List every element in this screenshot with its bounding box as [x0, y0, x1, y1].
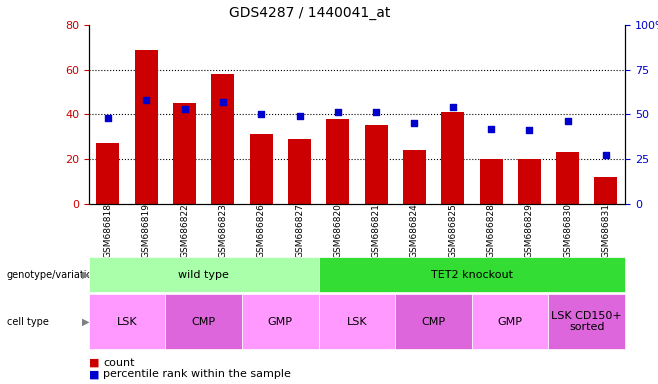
Point	[180, 106, 190, 112]
Text: ■: ■	[89, 358, 99, 368]
Point	[409, 120, 420, 126]
Bar	[288, 139, 311, 204]
Text: wild type: wild type	[178, 270, 229, 280]
Text: count: count	[103, 358, 135, 368]
Text: GSM686821: GSM686821	[372, 203, 380, 258]
Text: GSM686827: GSM686827	[295, 203, 304, 258]
Text: GMP: GMP	[268, 316, 293, 327]
Point	[141, 97, 151, 103]
Bar	[211, 74, 234, 204]
Bar	[173, 103, 196, 204]
Text: ■: ■	[89, 369, 99, 379]
Text: CMP: CMP	[191, 316, 216, 327]
Bar	[250, 134, 272, 204]
Text: GMP: GMP	[497, 316, 522, 327]
Bar	[518, 159, 541, 204]
Text: GSM686824: GSM686824	[410, 203, 419, 258]
Bar	[365, 126, 388, 204]
Text: GSM686826: GSM686826	[257, 203, 266, 258]
Text: GSM686822: GSM686822	[180, 203, 189, 258]
Text: GSM686819: GSM686819	[141, 203, 151, 258]
Bar	[403, 150, 426, 204]
Point	[218, 99, 228, 105]
Bar	[480, 159, 503, 204]
Bar	[97, 143, 120, 204]
Point	[601, 152, 611, 158]
Bar	[326, 119, 349, 204]
Point	[371, 109, 382, 116]
Bar	[556, 152, 579, 204]
Point	[332, 109, 343, 116]
Bar	[594, 177, 617, 204]
Point	[103, 115, 113, 121]
Bar	[442, 112, 465, 204]
Text: GSM686818: GSM686818	[103, 203, 113, 258]
Text: TET2 knockout: TET2 knockout	[431, 270, 513, 280]
Text: GSM686831: GSM686831	[601, 203, 611, 258]
Text: LSK CD150+
sorted: LSK CD150+ sorted	[551, 311, 622, 333]
Text: ▶: ▶	[82, 316, 89, 327]
Text: LSK: LSK	[347, 316, 367, 327]
Point	[486, 126, 496, 132]
Text: GSM686830: GSM686830	[563, 203, 572, 258]
Text: GSM686825: GSM686825	[448, 203, 457, 258]
Text: GSM686820: GSM686820	[334, 203, 342, 258]
Text: GSM686829: GSM686829	[525, 203, 534, 258]
Text: percentile rank within the sample: percentile rank within the sample	[103, 369, 291, 379]
Text: CMP: CMP	[422, 316, 445, 327]
Text: LSK: LSK	[117, 316, 138, 327]
Point	[447, 104, 458, 110]
Text: GSM686828: GSM686828	[486, 203, 495, 258]
Point	[524, 127, 534, 133]
Text: GDS4287 / 1440041_at: GDS4287 / 1440041_at	[228, 6, 390, 20]
Text: genotype/variation: genotype/variation	[7, 270, 99, 280]
Text: cell type: cell type	[7, 316, 49, 327]
Point	[563, 118, 573, 124]
Point	[294, 113, 305, 119]
Text: GSM686823: GSM686823	[218, 203, 228, 258]
Bar	[135, 50, 158, 204]
Text: ▶: ▶	[82, 270, 89, 280]
Point	[256, 111, 266, 118]
